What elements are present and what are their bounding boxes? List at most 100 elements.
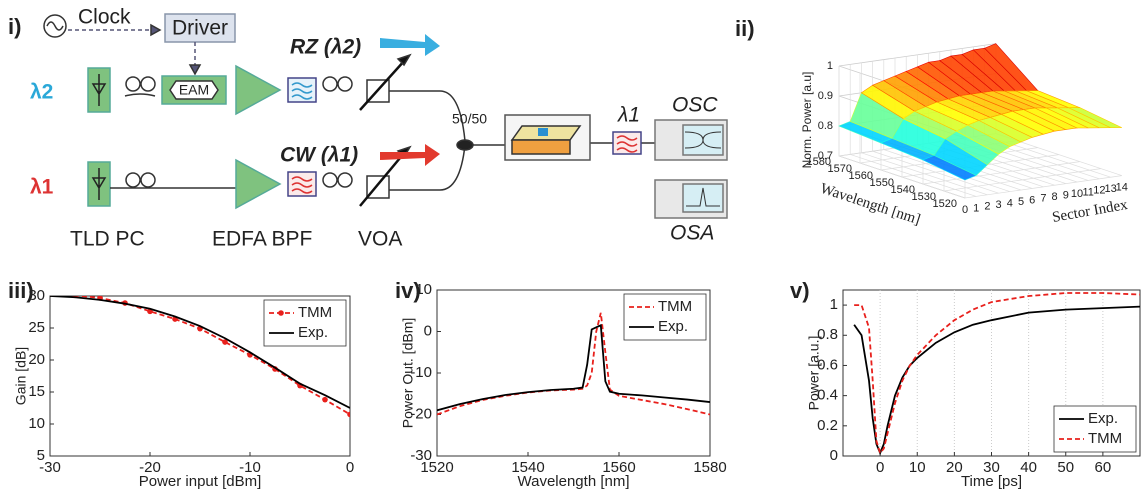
x-tick-label: 40 [1020,459,1037,476]
y-tick-label: -20 [410,405,432,422]
x-tick-label: 1 [973,202,979,214]
x-tick-label: 1560 [602,459,635,476]
cw-arrow [380,144,440,166]
y-tick-label: 1540 [891,184,915,196]
series-line [437,323,710,412]
y-tick-label: 1550 [870,177,894,189]
sine [46,21,64,31]
y-tick-label: 25 [28,319,45,336]
osa-label: OSA [670,222,714,245]
x-tick-label: 1520 [420,459,453,476]
x-tick-label: 2 [984,201,990,213]
x-tick-label: 0 [962,204,968,216]
pc [322,172,338,188]
legend-box [263,299,347,347]
y-tick-label: 10 [28,415,45,432]
z-axis-label: Norm. Power [a.u] [800,72,814,169]
y-tick-label: 10 [415,281,432,298]
eye [684,131,722,149]
y-tick-label: 0 [830,447,838,464]
z-tick-label: 1 [827,60,833,72]
arrowhead [150,23,162,37]
driver-box [164,13,236,43]
x-tick-label: 14 [1116,182,1128,194]
x-tick-label: -30 [39,459,61,476]
x-axis-label: Time [ps] [961,473,1022,490]
component-label: TLD PC [70,228,145,251]
fiber [389,144,466,191]
x-tick-label: 0 [876,459,884,476]
pc [124,93,156,97]
panel-label: iv) [395,278,421,303]
fiber [473,142,655,146]
x-axis-label: Wavelength [nm] [518,473,630,490]
y-tick-label: 1 [830,296,838,313]
y-tick-label: 0.8 [817,326,838,343]
bpf [287,77,317,103]
legend-label: Exp. [298,324,328,341]
marker [322,396,328,403]
setup-diagram [43,13,728,219]
eam-label: EAM [179,82,209,98]
x-tick-label: 30 [983,459,1000,476]
pc [337,76,353,92]
coupler-label: 50/50 [452,111,487,127]
filter-label: λ1 [617,104,640,127]
x-tick-label: 13 [1104,183,1116,195]
z-tick-label: 0.8 [818,120,833,132]
z-tick-label: 0.9 [818,90,833,102]
series-layer [50,296,350,418]
legend-label: TMM [1088,430,1122,447]
pc [140,172,156,188]
legend-marker [278,310,284,316]
x-tick-label: 11 [1082,186,1093,198]
diode [91,74,107,106]
panel-label: ii) [735,16,755,41]
pc [337,172,353,188]
driver-label: Driver [172,17,228,40]
pc [125,76,141,92]
legend-box [623,293,707,341]
legend-box [1053,405,1137,453]
y-axis-label: Gain [dB] [13,347,29,405]
clock-label: Clock [78,6,131,29]
legend-label: Exp. [1088,410,1118,427]
pc [322,76,338,92]
x-tick-label: 8 [1052,191,1058,203]
bpf-waves [291,82,313,100]
surface-patch [1068,107,1122,129]
legend-label: Exp. [658,318,688,335]
y-tick-label: 1530 [912,191,936,203]
waveguide [538,128,548,136]
filter-waves [616,135,638,153]
series-line [437,312,710,416]
x-tick-label: 10 [909,459,926,476]
y-tick-label: 0.6 [817,356,838,373]
chip-body [511,139,571,155]
panel-label: iii) [8,278,34,303]
rz-label: RZ (λ2) [290,36,361,59]
edfa [235,158,282,210]
panel-label: v) [790,278,810,303]
x-tick-label: 1540 [511,459,544,476]
cw-label: CW (λ1) [280,144,358,167]
x-tick-label: 10 [1071,188,1083,200]
x-axis-label: Power input [dBm] [139,473,262,490]
arrowhead [396,53,412,67]
x-tick-label: 20 [946,459,963,476]
y-tick-label: 15 [28,383,45,400]
y-axis-label: Power Out. [dBm] [400,318,416,428]
rz-arrow [380,34,440,56]
y-tick-label: 30 [28,287,45,304]
panel-label: i) [8,14,21,39]
pc [125,172,141,188]
osc-label: OSC [672,94,718,117]
series-line [50,296,350,409]
x-tick-label: 7 [1040,193,1046,205]
x-tick-label: 60 [1095,459,1112,476]
x-tick-label: 50 [1057,459,1074,476]
component-label: VOA [358,228,402,251]
y-tick-label: -10 [410,364,432,381]
y-axis-label: Power [a.u.] [806,336,822,411]
spectrum [686,187,720,207]
